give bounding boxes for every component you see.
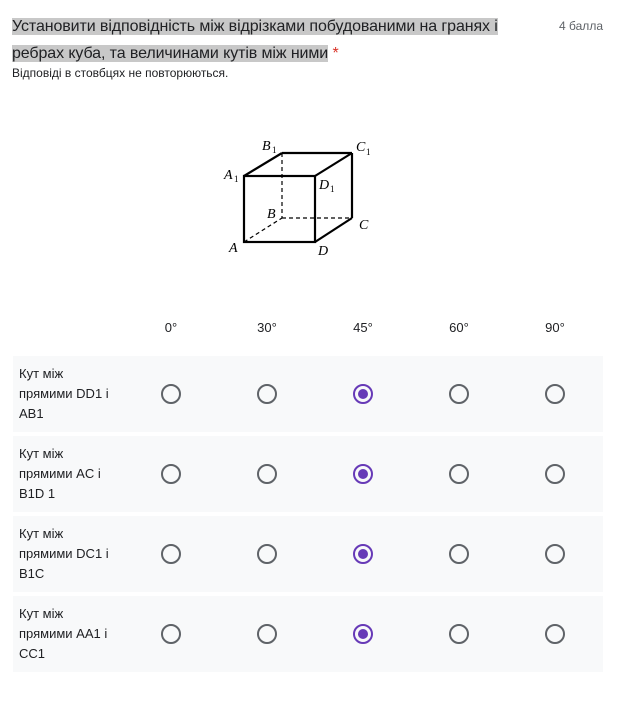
radio-90deg[interactable] bbox=[545, 464, 565, 484]
label-B1: B bbox=[262, 139, 271, 154]
radio-60deg[interactable] bbox=[449, 384, 469, 404]
row-label: Кут між прямими DD1 і AB1 bbox=[19, 366, 109, 421]
radio-45deg[interactable] bbox=[353, 464, 373, 484]
column-header: 90° bbox=[545, 320, 565, 335]
label-A1: A bbox=[223, 168, 233, 183]
label-B: B bbox=[267, 207, 276, 222]
radio-30deg[interactable] bbox=[257, 624, 277, 644]
radio-30deg[interactable] bbox=[257, 464, 277, 484]
label-A: A bbox=[228, 241, 238, 256]
row-label: Кут між прямими DC1 і B1C bbox=[19, 526, 109, 581]
radio-60deg[interactable] bbox=[449, 464, 469, 484]
question-title: Установити відповідність між відрізками … bbox=[12, 18, 498, 62]
radio-90deg[interactable] bbox=[545, 624, 565, 644]
cube-hidden-edges bbox=[243, 153, 352, 243]
radio-60deg[interactable] bbox=[449, 624, 469, 644]
radio-0deg[interactable] bbox=[161, 464, 181, 484]
radio-45deg[interactable] bbox=[353, 544, 373, 564]
row-label: Кут між прямими AC і B1D 1 bbox=[19, 446, 101, 501]
svg-text:1: 1 bbox=[234, 174, 239, 184]
grid-row: Кут між прямими DC1 і B1C bbox=[13, 516, 603, 592]
radio-30deg[interactable] bbox=[257, 384, 277, 404]
radio-0deg[interactable] bbox=[161, 384, 181, 404]
radio-45deg[interactable] bbox=[353, 624, 373, 644]
radio-90deg[interactable] bbox=[545, 544, 565, 564]
radio-0deg[interactable] bbox=[161, 624, 181, 644]
column-header: 60° bbox=[449, 320, 469, 335]
grid-row: Кут між прямими AC і B1D 1 bbox=[13, 436, 603, 512]
svg-text:1: 1 bbox=[272, 145, 277, 155]
grid-row: Кут між прямими AA1 і CC1 bbox=[13, 596, 603, 672]
required-mark: * bbox=[332, 45, 339, 62]
radio-60deg[interactable] bbox=[449, 544, 469, 564]
radio-30deg[interactable] bbox=[257, 544, 277, 564]
label-C: C bbox=[359, 218, 369, 233]
grid-row: Кут між прямими DD1 і AB1 bbox=[13, 356, 603, 432]
row-label: Кут між прямими AA1 і CC1 bbox=[19, 606, 108, 661]
label-C1: C bbox=[356, 140, 366, 155]
svg-text:1: 1 bbox=[330, 184, 335, 194]
label-D: D bbox=[317, 244, 328, 259]
cube-front-face bbox=[242, 174, 317, 244]
radio-45deg[interactable] bbox=[353, 384, 373, 404]
column-header: 30° bbox=[257, 320, 277, 335]
radio-90deg[interactable] bbox=[545, 384, 565, 404]
column-header: 0° bbox=[164, 320, 178, 335]
svg-text:1: 1 bbox=[366, 147, 371, 157]
question-description: Відповіді в стовбцях не повторюються. bbox=[12, 66, 229, 80]
column-header: 45° bbox=[353, 320, 373, 335]
label-D1: D bbox=[318, 178, 329, 193]
points-label: 4 балла bbox=[559, 19, 603, 33]
radio-0deg[interactable] bbox=[161, 544, 181, 564]
